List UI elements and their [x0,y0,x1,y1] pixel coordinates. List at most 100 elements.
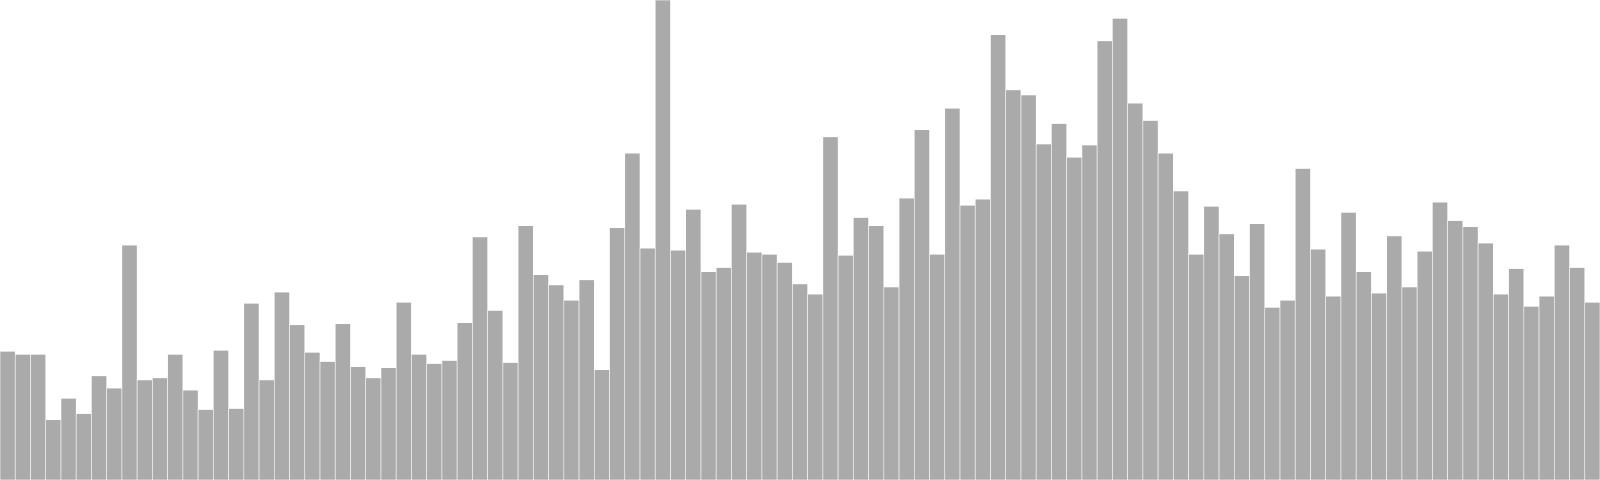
bar-95 [1447,220,1464,480]
bar-60 [913,129,930,480]
bar-88 [1340,212,1357,480]
bar-69 [1051,123,1067,480]
bar-0 [0,351,16,480]
bar-18 [273,291,290,480]
bar-75 [1142,120,1159,480]
bar-96 [1462,226,1479,480]
bar-52 [792,283,808,480]
bar-42 [639,247,656,480]
bar-90 [1371,292,1387,480]
bar-10 [152,377,168,480]
bar-54 [822,136,839,480]
bar-4 [60,397,77,480]
bar-14 [213,349,229,480]
bar-78 [1188,254,1205,480]
bar-27 [411,354,427,480]
bar-19 [289,324,306,480]
bar-56 [853,217,869,480]
bar-103 [1569,267,1586,480]
bar-47 [715,267,732,480]
bar-24 [365,377,382,480]
bar-104 [1584,301,1600,480]
bar-22 [334,323,351,480]
bar-51 [776,262,793,480]
bar-68 [1035,143,1052,480]
bar-97 [1477,242,1494,480]
bar-57 [868,225,885,480]
bar-61 [929,254,946,480]
bar-102 [1553,244,1570,480]
bar-66 [1005,89,1022,480]
bar-5 [75,413,92,480]
bar-16 [243,303,260,480]
bar-31 [472,236,488,480]
bar-8 [121,244,138,480]
bar-3 [45,419,62,480]
bar-29 [441,360,458,480]
bar-79 [1203,206,1220,480]
bar-20 [304,352,321,480]
bar-50 [761,254,778,480]
bar-35 [533,274,549,480]
bar-44 [670,249,687,480]
bar-63 [959,204,976,480]
bar-83 [1264,307,1281,480]
bar-12 [182,389,199,480]
bar-15 [228,408,245,480]
bar-77 [1173,190,1189,480]
bar-82 [1249,223,1266,480]
bar-58 [883,286,900,480]
bar-99 [1508,268,1525,480]
bar-86 [1310,248,1327,480]
bar-87 [1325,295,1342,480]
bar-74 [1127,102,1144,480]
bar-1 [14,354,31,480]
bar-43 [654,0,671,480]
bar-101 [1538,295,1555,480]
bar-37 [563,299,580,480]
bar-28 [426,363,443,480]
bar-65 [990,34,1007,480]
bar-98 [1493,293,1509,480]
bar-84 [1279,299,1296,480]
bar-81 [1233,275,1250,480]
bar-25 [380,367,397,480]
bar-26 [395,301,412,480]
bar-71 [1081,144,1098,480]
bar-6 [91,375,107,480]
bar-7 [106,387,123,480]
bar-67 [1020,94,1037,480]
bar-100 [1523,306,1540,480]
bar-70 [1066,156,1083,480]
bar-30 [456,322,473,480]
bar-40 [609,227,626,480]
bar-38 [578,279,595,480]
bar-49 [746,251,763,480]
bar-72 [1096,40,1113,480]
bar-53 [807,293,824,480]
bar-59 [898,197,915,480]
bar-23 [350,366,367,480]
bar-13 [197,409,214,480]
bar-39 [593,369,610,480]
bar-46 [700,271,717,480]
bar-80 [1218,233,1235,480]
bar-85 [1294,168,1311,480]
bar-91 [1386,235,1403,480]
bar-55 [837,255,854,480]
bar-92 [1401,286,1418,480]
bar-93 [1416,250,1433,480]
bar-9 [136,379,153,480]
bar-2 [30,354,47,480]
bar-33 [502,362,519,480]
bar-94 [1432,201,1448,480]
bar-36 [548,284,565,480]
bar-34 [517,225,534,480]
bar-17 [258,379,275,480]
bar-48 [731,203,747,480]
bar-21 [319,361,336,480]
bar-11 [167,354,184,480]
